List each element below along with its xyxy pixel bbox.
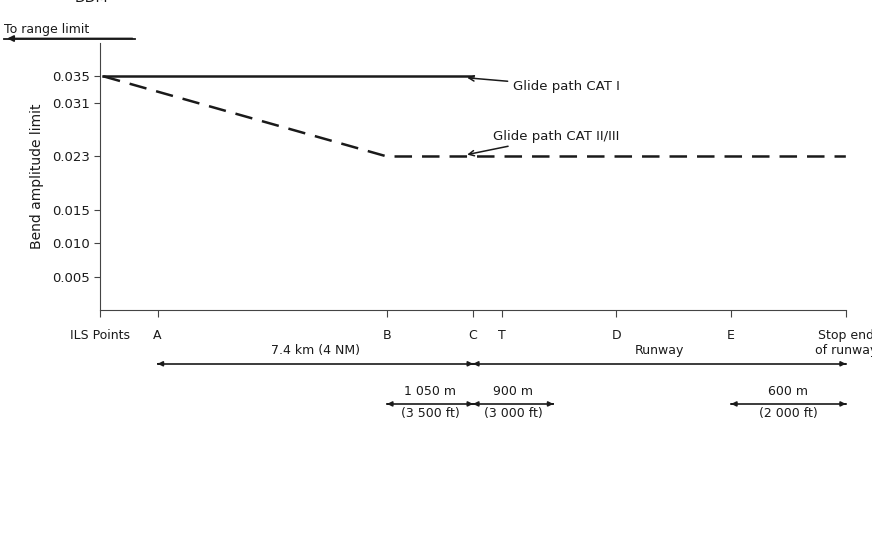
Text: B: B bbox=[383, 329, 392, 342]
Text: DDM: DDM bbox=[75, 0, 108, 5]
Text: 900 m: 900 m bbox=[494, 385, 533, 398]
Text: (3 000 ft): (3 000 ft) bbox=[484, 407, 542, 419]
Text: (2 000 ft): (2 000 ft) bbox=[760, 407, 818, 419]
Text: Glide path CAT II/III: Glide path CAT II/III bbox=[469, 130, 619, 156]
Text: D: D bbox=[611, 329, 621, 342]
Text: 7.4 km (4 NM): 7.4 km (4 NM) bbox=[271, 345, 360, 357]
Text: T: T bbox=[498, 329, 506, 342]
Text: 600 m: 600 m bbox=[768, 385, 808, 398]
Text: E: E bbox=[727, 329, 735, 342]
Text: A: A bbox=[153, 329, 162, 342]
Text: C: C bbox=[468, 329, 478, 342]
Text: (3 500 ft): (3 500 ft) bbox=[400, 407, 460, 419]
Y-axis label: Bend amplitude limit: Bend amplitude limit bbox=[30, 104, 44, 249]
Text: Runway: Runway bbox=[635, 345, 685, 357]
Text: Stop end
of runway: Stop end of runway bbox=[814, 329, 872, 357]
Text: ILS Points: ILS Points bbox=[71, 329, 130, 342]
Text: 1 050 m: 1 050 m bbox=[404, 385, 456, 398]
Text: Glide path CAT I: Glide path CAT I bbox=[469, 76, 620, 93]
Text: To range limit: To range limit bbox=[4, 23, 90, 36]
